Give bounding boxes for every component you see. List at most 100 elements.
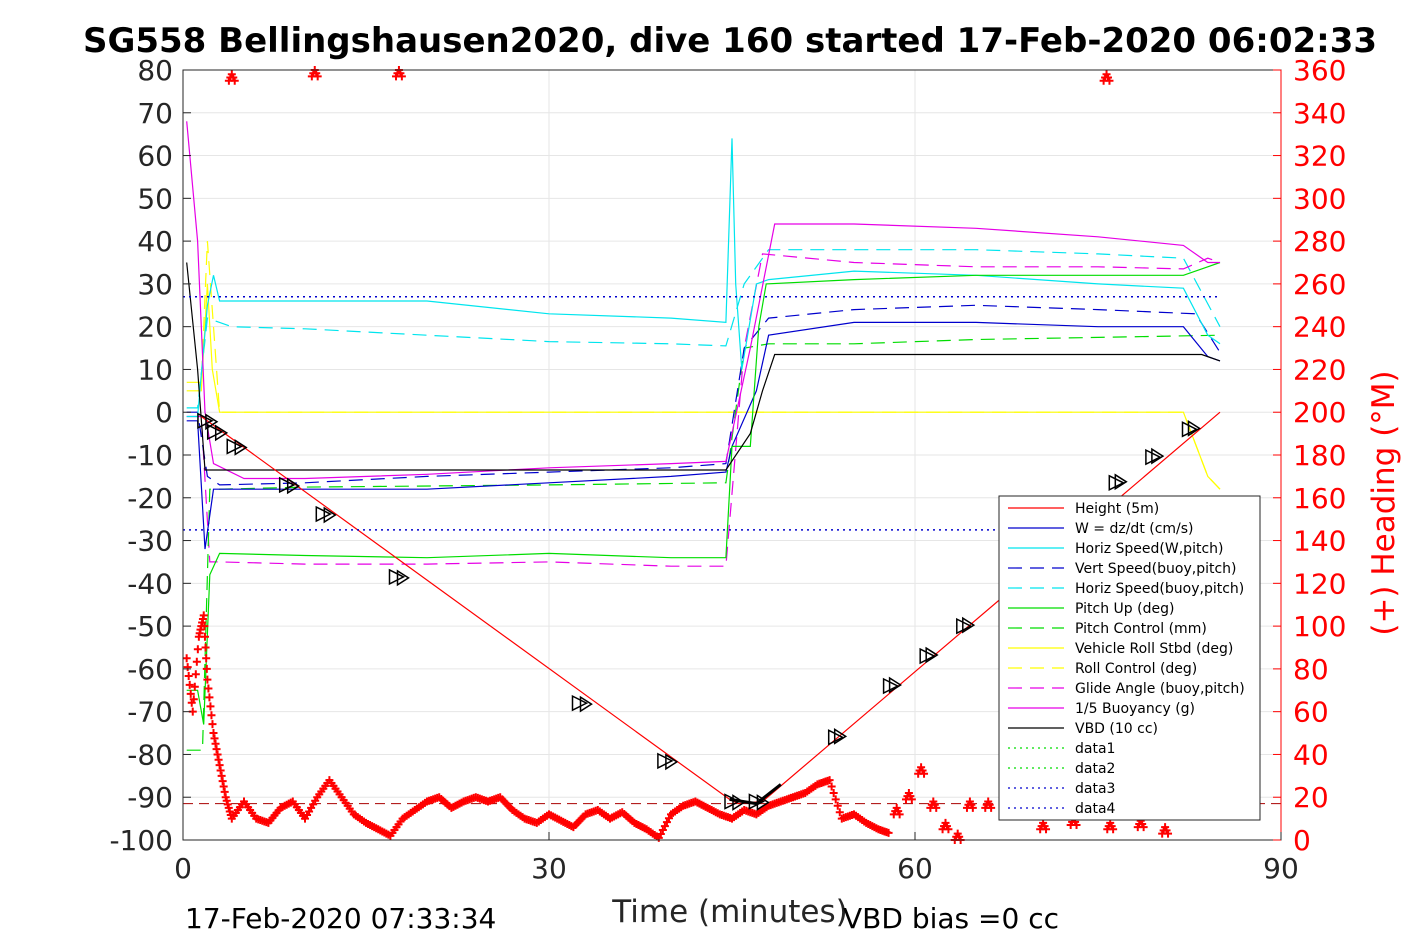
right-axis-label: (+) Heading (°M) <box>1366 370 1402 635</box>
legend-label: data1 <box>1075 741 1115 757</box>
triangle-marker <box>579 695 593 713</box>
series-line-7 <box>186 283 1221 490</box>
triangle-marker <box>956 617 973 635</box>
tick-label-right: 240 <box>1293 311 1346 344</box>
heading-point <box>208 720 217 729</box>
tick-label-right: 140 <box>1293 525 1346 558</box>
heading-point <box>987 803 996 812</box>
heading-point <box>209 729 218 738</box>
triangle-marker <box>323 506 337 524</box>
chart-title: SG558 Bellingshausen2020, dive 160 start… <box>83 21 1377 61</box>
tick-label-right: 0 <box>1293 824 1311 857</box>
series-line-2 <box>186 138 1221 418</box>
right-axis: 3603403203002802602402202001801601401201… <box>1273 54 1346 857</box>
legend-label: Roll Control (deg) <box>1075 661 1197 677</box>
heading-point <box>210 734 219 743</box>
tick-label-left: 40 <box>137 225 173 258</box>
heading-point <box>1072 821 1081 830</box>
legend-label: Height (5m) <box>1075 501 1159 517</box>
tick-label-right: 80 <box>1293 653 1329 686</box>
triangle-marker <box>1114 473 1128 491</box>
series-line-4 <box>186 249 1221 409</box>
tick-label-left: 0 <box>155 396 173 429</box>
tick-label-left: -40 <box>127 567 173 600</box>
heading-point <box>944 825 953 834</box>
heading-point <box>203 675 212 684</box>
heading-point <box>884 828 893 837</box>
heading-point <box>202 664 211 673</box>
heading-point <box>193 645 202 654</box>
height-markers <box>197 412 1201 811</box>
legend-label: data2 <box>1075 761 1115 777</box>
heading-point <box>183 663 192 672</box>
tick-label-right: 360 <box>1293 54 1346 87</box>
tick-label-right: 20 <box>1293 781 1329 814</box>
triangle-marker <box>827 729 845 746</box>
heading-point <box>968 803 977 812</box>
triangle-marker <box>657 752 674 770</box>
heading-point <box>1105 76 1114 85</box>
heading-point <box>201 643 210 652</box>
triangle-marker <box>226 438 243 455</box>
heading-point <box>218 777 227 786</box>
triangle-marker <box>388 568 406 586</box>
triangle-marker <box>665 753 679 771</box>
triangle-marker <box>1145 448 1162 466</box>
heading-point <box>214 755 223 764</box>
heading-point <box>215 761 224 770</box>
heading-point <box>825 776 834 785</box>
legend-label: Pitch Control (mm) <box>1075 621 1207 637</box>
series-line-1 <box>186 321 1221 550</box>
heading-point <box>189 695 198 704</box>
triangle-marker <box>234 439 248 456</box>
heading-point <box>1139 823 1148 832</box>
x-axis: 0 30 60 90 <box>174 832 1299 885</box>
heading-point <box>182 654 191 663</box>
triangle-marker <box>396 569 410 587</box>
tick-label-left: 10 <box>137 353 173 386</box>
triangle-marker <box>732 794 746 811</box>
tick-label-right: 120 <box>1293 567 1346 600</box>
tick-label-right: 260 <box>1293 268 1346 301</box>
legend-label: Horiz Speed(buoy,pitch) <box>1075 581 1244 597</box>
tick-label-left: -10 <box>127 439 173 472</box>
triangle-marker <box>919 647 936 665</box>
heading-point <box>907 795 916 804</box>
series-line-3 <box>186 304 1221 486</box>
legend-label: Vert Speed(buoy,pitch) <box>1075 561 1237 577</box>
triangle-marker <box>315 505 332 523</box>
heading-point <box>212 745 221 754</box>
tick-label-left: 70 <box>137 97 173 130</box>
triangle-marker <box>833 727 848 745</box>
legend-label: Horiz Speed(W,pitch) <box>1075 541 1223 557</box>
triangle-marker <box>1151 447 1165 465</box>
series-layer <box>183 121 1281 805</box>
tick-label-left: 20 <box>137 311 173 344</box>
heading-point <box>192 657 201 666</box>
triangle-marker <box>962 616 976 634</box>
legend-label: W = dz/dt (cm/s) <box>1075 521 1194 537</box>
triangle-marker <box>205 413 219 431</box>
heading-point <box>190 682 199 691</box>
tick-label-right: 320 <box>1293 140 1346 173</box>
triangle-marker <box>1108 474 1125 492</box>
legend-label: VBD (10 cc) <box>1075 721 1158 737</box>
series-line-0 <box>200 411 1221 805</box>
triangle-marker <box>1181 421 1199 438</box>
legend-label: data4 <box>1075 801 1116 817</box>
heading-point <box>831 795 840 804</box>
tick-label-right: 340 <box>1293 97 1346 130</box>
heading-point <box>827 782 836 791</box>
tick-label-left: 30 <box>137 268 173 301</box>
legend-label: Vehicle Roll Stbd (deg) <box>1075 641 1233 657</box>
heading-point <box>185 680 194 689</box>
x-axis-label: Time (minutes) <box>611 894 847 930</box>
tick-label-left: 80 <box>137 54 173 87</box>
triangle-marker <box>278 476 296 494</box>
triangle-marker <box>888 676 902 694</box>
legend-box <box>998 495 1261 821</box>
legend-label: Glide Angle (buoy,pitch) <box>1075 681 1245 697</box>
tick-label-right: 60 <box>1293 696 1329 729</box>
heading-point <box>895 810 904 819</box>
tick-label-right: 220 <box>1293 353 1346 386</box>
